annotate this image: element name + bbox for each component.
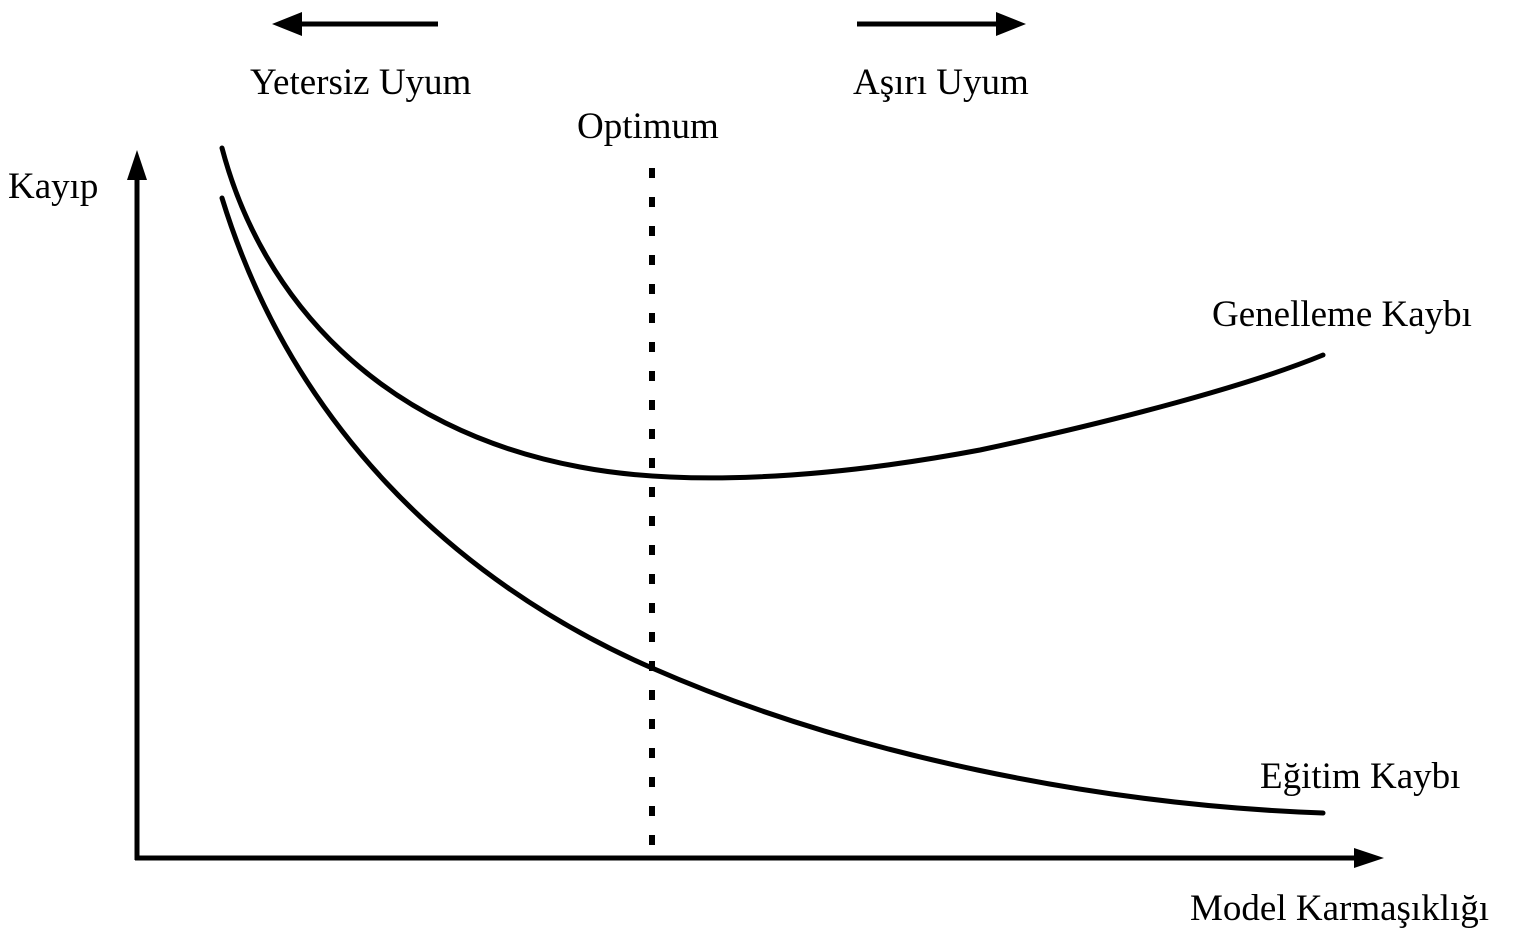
overfit-arrow bbox=[857, 12, 1026, 36]
optimum-label: Optimum bbox=[577, 106, 719, 147]
training-loss-label: Eğitim Kaybı bbox=[1260, 756, 1461, 797]
y-axis-label: Kayıp bbox=[8, 166, 99, 207]
y-axis bbox=[127, 150, 147, 860]
x-axis bbox=[135, 848, 1384, 868]
underfit-label: Yetersiz Uyum bbox=[250, 62, 472, 103]
underfit-arrow bbox=[272, 12, 438, 36]
training-loss-curve bbox=[219, 195, 1326, 816]
overfit-label: Aşırı Uyum bbox=[853, 62, 1029, 103]
generalization-loss-curve bbox=[219, 145, 1326, 481]
x-axis-label: Model Karmaşıklığı bbox=[1190, 888, 1490, 929]
generalization-loss-label: Genelleme Kaybı bbox=[1212, 294, 1472, 335]
